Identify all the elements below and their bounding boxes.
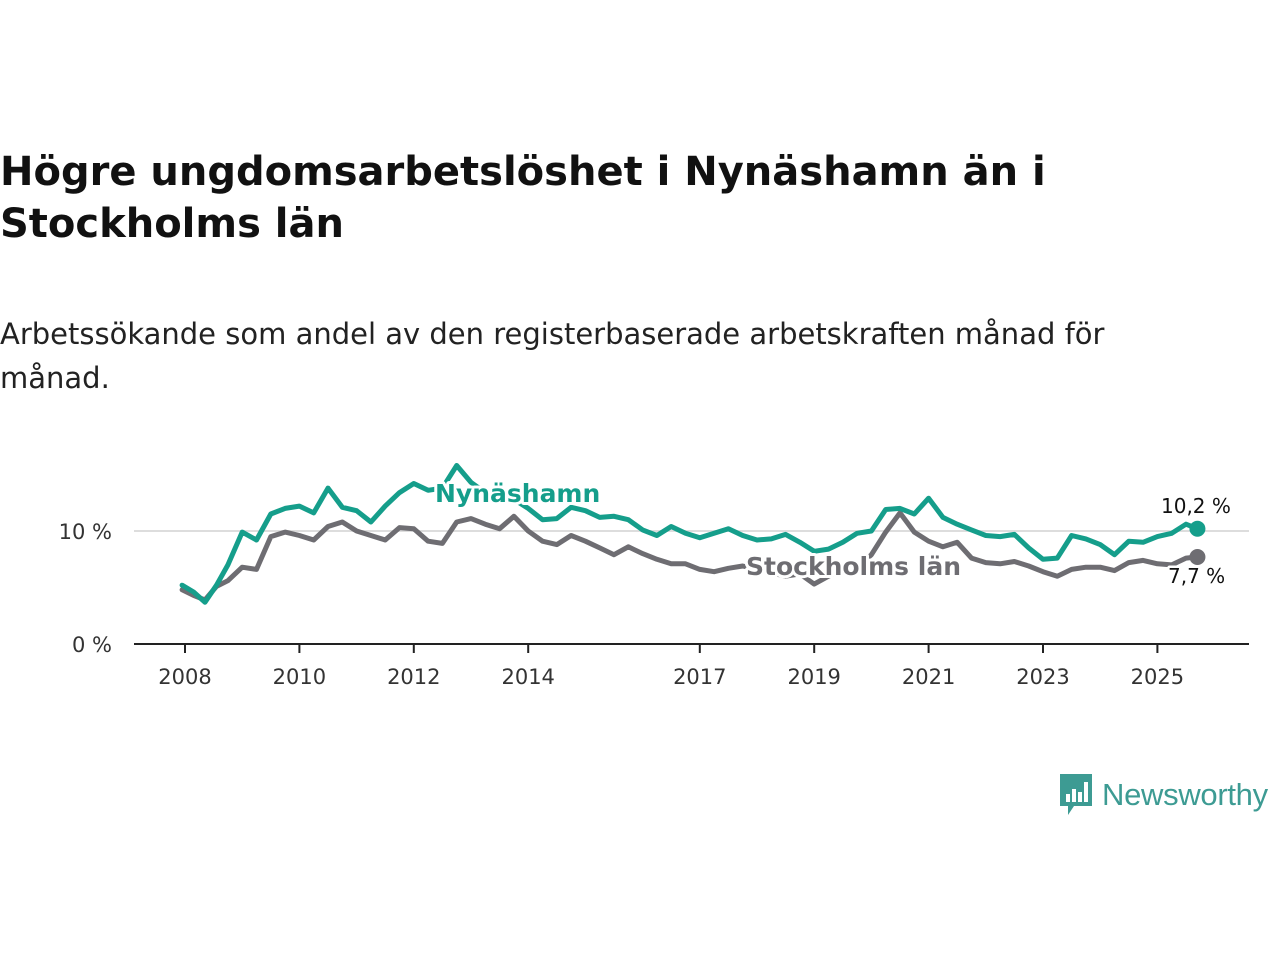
series-lines <box>179 463 1206 605</box>
x-tick-label: 2014 <box>501 665 554 689</box>
end-point-nynashamn <box>1189 520 1206 537</box>
series-line-nynashamn <box>179 463 1200 605</box>
newsworthy-logo-text: Newsworthy <box>1102 777 1268 812</box>
x-tick-label: 2023 <box>1016 665 1069 689</box>
x-tick-label: 2017 <box>673 665 726 689</box>
series-line-stockholm <box>179 510 1200 603</box>
series-label-stockholm: Stockholms län <box>746 552 961 581</box>
y-tick-label: 10 % <box>59 520 112 544</box>
series-label-nynashamn: Nynäshamn <box>435 479 600 508</box>
end-value-label-nynashamn: 10,2 % <box>1161 494 1231 518</box>
x-tick-label: 2010 <box>273 665 326 689</box>
x-tick-label: 2019 <box>787 665 840 689</box>
end-point-stockholm <box>1189 548 1206 565</box>
end-value-label-stockholm: 7,7 % <box>1168 564 1225 588</box>
chart-labels: Nynäshamn Stockholms län 10,2 % 7,7 % <box>432 476 1233 591</box>
line-chart: 0 % 10 % 2008 2010 2012 2014 2017 2019 2021 2023… <box>59 463 1249 689</box>
x-tick-label: 2025 <box>1131 665 1184 689</box>
newsworthy-logo-icon <box>1060 774 1092 815</box>
x-tick-label: 2012 <box>387 665 440 689</box>
chart-title: Högre ungdomsarbetslöshet i Nynäshamn än… <box>0 149 1046 247</box>
chart-subtitle: Arbetssökande som andel av den registerb… <box>0 317 1105 395</box>
x-tick-label: 2008 <box>158 665 211 689</box>
x-tick-label: 2021 <box>902 665 955 689</box>
x-axis: 2008 2010 2012 2014 2017 2019 2021 2023 2025 <box>134 643 1249 689</box>
y-tick-label: 0 % <box>72 633 112 657</box>
newsworthy-logo: Newsworthy <box>1058 772 1268 818</box>
